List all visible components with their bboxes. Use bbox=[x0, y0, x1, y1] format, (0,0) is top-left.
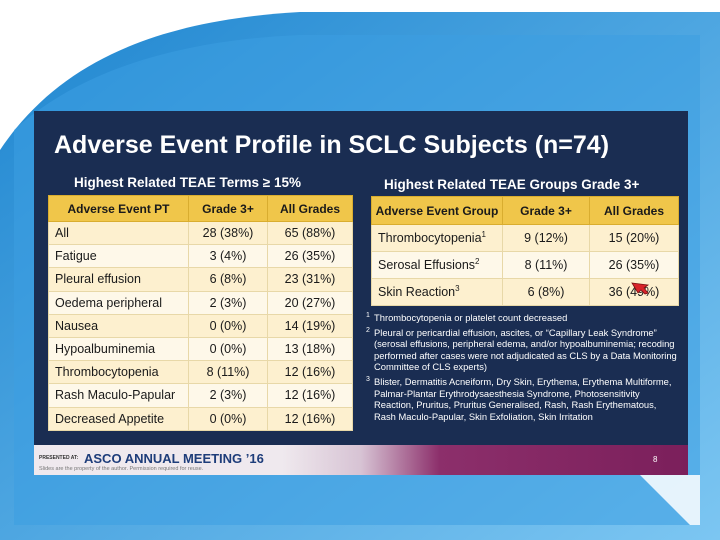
footnote: 1 Thrombocytopenia or platelet count dec… bbox=[366, 312, 678, 324]
all-grades-cell: 26 (35%) bbox=[589, 251, 679, 279]
all-grades-cell: 65 (88%) bbox=[267, 220, 353, 246]
all-grades-cell: 20 (27%) bbox=[267, 290, 353, 315]
grade3-cell: 2 (3%) bbox=[188, 290, 268, 315]
table-row: Serosal Effusions2 8 (11%) 26 (35%) bbox=[371, 251, 679, 279]
all-grades-cell: 15 (20%) bbox=[589, 224, 679, 252]
footnote-text: Blister, Dermatitis Acneiform, Dry Skin,… bbox=[374, 375, 672, 422]
table-row: Oedema peripheral 2 (3%) 20 (27%) bbox=[48, 290, 353, 315]
footnotes: 1 Thrombocytopenia or platelet count dec… bbox=[366, 312, 678, 425]
group-name-cell: Serosal Effusions2 bbox=[371, 251, 503, 279]
table-row: Thrombocytopenia 8 (11%) 12 (16%) bbox=[48, 360, 353, 385]
table-header-row: Adverse Event Group Grade 3+ All Grades bbox=[371, 196, 679, 225]
grade3-cell: 3 (4%) bbox=[188, 244, 268, 269]
column-header: Adverse Event PT bbox=[48, 195, 189, 222]
all-grades-cell: 13 (18%) bbox=[267, 336, 353, 362]
grade3-cell: 8 (11%) bbox=[502, 251, 590, 279]
table-row: Rash Maculo-Papular 2 (3%) 12 (16%) bbox=[48, 383, 353, 408]
footnote-ref: 3 bbox=[455, 284, 460, 294]
table-row: Nausea 0 (0%) 14 (19%) bbox=[48, 313, 353, 338]
group-name: Serosal Effusions bbox=[378, 258, 476, 273]
column-header: All Grades bbox=[267, 195, 353, 222]
grade3-cell: 9 (12%) bbox=[502, 224, 590, 252]
left-table-subtitle: Highest Related TEAE Terms ≥ 15% bbox=[74, 175, 301, 190]
table-row: Thrombocytopenia1 9 (12%) 15 (20%) bbox=[371, 224, 679, 252]
disclaimer-text: Slides are the property of the author. P… bbox=[39, 466, 204, 472]
table-row: All 28 (38%) 65 (88%) bbox=[48, 220, 353, 246]
event-name-cell: Fatigue bbox=[48, 244, 189, 269]
group-name: Thrombocytopenia bbox=[378, 231, 482, 246]
presented-at-label: PRESENTED AT: bbox=[39, 455, 79, 461]
group-name-cell: Thrombocytopenia1 bbox=[371, 224, 503, 252]
column-header: Grade 3+ bbox=[502, 196, 590, 225]
teae-terms-table: Adverse Event PT Grade 3+ All Grades All… bbox=[48, 195, 353, 431]
event-name-cell: Pleural effusion bbox=[48, 267, 189, 292]
table-row: Pleural effusion 6 (8%) 23 (31%) bbox=[48, 267, 353, 292]
all-grades-cell: 23 (31%) bbox=[267, 267, 353, 292]
teae-groups-table: Adverse Event Group Grade 3+ All Grades … bbox=[371, 196, 679, 306]
table-row: Hypoalbuminemia 0 (0%) 13 (18%) bbox=[48, 336, 353, 362]
footnote-number: 2 bbox=[366, 326, 370, 334]
table-header-row: Adverse Event PT Grade 3+ All Grades bbox=[48, 195, 353, 222]
right-table-subtitle: Highest Related TEAE Groups Grade 3+ bbox=[384, 177, 640, 192]
footnote-number: 3 bbox=[366, 375, 370, 383]
column-header: Adverse Event Group bbox=[371, 196, 503, 225]
slide-title: Adverse Event Profile in SCLC Subjects (… bbox=[54, 131, 610, 159]
table-row: Decreased Appetite 0 (0%) 12 (16%) bbox=[48, 406, 353, 431]
event-name-cell: Thrombocytopenia bbox=[48, 360, 189, 385]
grade3-cell: 0 (0%) bbox=[188, 336, 268, 362]
event-name-cell: Decreased Appetite bbox=[48, 406, 189, 431]
footnote: 3 Blister, Dermatitis Acneiform, Dry Ski… bbox=[366, 376, 678, 422]
event-name-cell: Hypoalbuminemia bbox=[48, 336, 189, 362]
all-grades-cell: 12 (16%) bbox=[267, 360, 353, 385]
all-grades-cell: 26 (35%) bbox=[267, 244, 353, 269]
footnote-text: Pleural or pericardial effusion, ascites… bbox=[374, 326, 677, 373]
grade3-cell: 8 (11%) bbox=[188, 360, 268, 385]
grade3-cell: 6 (8%) bbox=[188, 267, 268, 292]
event-name-cell: Oedema peripheral bbox=[48, 290, 189, 315]
footnote-text: Thrombocytopenia or platelet count decre… bbox=[374, 312, 568, 323]
all-grades-cell: 12 (16%) bbox=[267, 383, 353, 408]
footnote-number: 1 bbox=[366, 312, 370, 319]
column-header: All Grades bbox=[589, 196, 679, 225]
slide-panel: Adverse Event Profile in SCLC Subjects (… bbox=[34, 111, 688, 475]
group-name: Skin Reaction bbox=[378, 285, 456, 300]
all-grades-cell: 12 (16%) bbox=[267, 406, 353, 431]
footnote-ref: 1 bbox=[481, 230, 486, 240]
table-row: Fatigue 3 (4%) 26 (35%) bbox=[48, 244, 353, 269]
table-row: Skin Reaction3 6 (8%) 36 (49%) bbox=[371, 278, 679, 306]
event-name-cell: Nausea bbox=[48, 313, 189, 338]
all-grades-cell: 14 (19%) bbox=[267, 313, 353, 338]
footnote-ref: 2 bbox=[475, 257, 480, 267]
red-pointer-arrow-icon bbox=[631, 282, 650, 295]
group-name-cell: Skin Reaction3 bbox=[371, 278, 503, 306]
column-header: Grade 3+ bbox=[188, 195, 268, 222]
grade3-cell: 0 (0%) bbox=[188, 313, 268, 338]
meeting-name: ASCO ANNUAL MEETING ’16 bbox=[84, 451, 264, 466]
grade3-cell: 2 (3%) bbox=[188, 383, 268, 408]
event-name-cell: Rash Maculo-Papular bbox=[48, 383, 189, 408]
grade3-cell: 0 (0%) bbox=[188, 406, 268, 431]
conference-banner: PRESENTED AT: ASCO ANNUAL MEETING ’16 Sl… bbox=[34, 445, 688, 475]
grade3-cell: 6 (8%) bbox=[502, 278, 590, 306]
grade3-cell: 28 (38%) bbox=[188, 220, 268, 246]
footnote: 2 Pleural or pericardial effusion, ascit… bbox=[366, 327, 678, 373]
event-name-cell: All bbox=[48, 220, 189, 246]
page-number: 8 bbox=[653, 455, 658, 464]
all-grades-cell: 36 (49%) bbox=[589, 278, 679, 306]
